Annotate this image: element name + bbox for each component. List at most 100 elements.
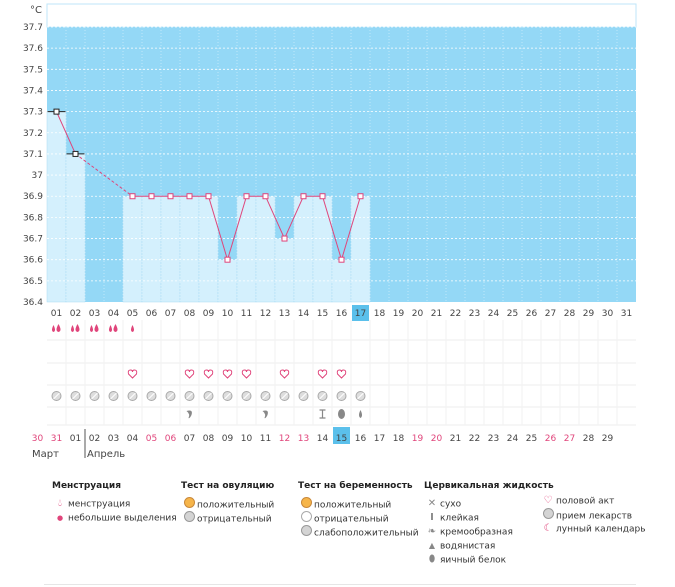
cycle-day-label: 03 xyxy=(89,309,100,319)
pill-icon xyxy=(542,508,554,519)
date-label: 08 xyxy=(203,434,215,444)
temperature-line-segment xyxy=(341,196,361,260)
y-tick-label: 36.5 xyxy=(23,277,43,287)
cycle-day-label: 19 xyxy=(393,309,405,319)
date-label: 16 xyxy=(355,434,367,444)
drop-icon xyxy=(71,325,74,332)
legend-pregnancy: Тест на беременность положительный отриц… xyxy=(298,481,419,539)
cycle-day-label: 17 xyxy=(355,309,366,319)
heart-icon xyxy=(317,369,328,379)
date-label: 10 xyxy=(241,434,253,444)
temperature-point xyxy=(129,193,136,200)
legend-menstruation: Менструация 💧︎ менструация ● небольшие выд… xyxy=(52,481,177,525)
legend-item: клейкая xyxy=(440,513,479,524)
drop-icon xyxy=(75,324,80,332)
cycle-day-label: 22 xyxy=(450,309,461,319)
y-tick-label: 37.3 xyxy=(23,108,43,118)
drop-icon: 💧︎ xyxy=(58,498,62,509)
legend-item: положительный xyxy=(314,500,392,511)
heart-icon xyxy=(279,369,290,379)
y-tick-label: 37.7 xyxy=(23,23,43,33)
temperature-line-segment xyxy=(75,153,133,197)
temperature-bar xyxy=(274,238,295,303)
cycle-day-label: 26 xyxy=(526,309,538,319)
cycle-day-label: 12 xyxy=(260,309,271,319)
date-label: 28 xyxy=(583,434,595,444)
cycle-day-label: 04 xyxy=(108,309,120,319)
legend-item: лунный календарь xyxy=(556,524,646,535)
heart-icon xyxy=(184,369,195,379)
cycle-day-label: 25 xyxy=(507,309,518,319)
pill-icon-line xyxy=(281,392,288,400)
temperature-line-segment xyxy=(284,196,304,239)
cycle-day-label: 31 xyxy=(621,309,632,319)
cycle-day-label: 29 xyxy=(583,309,595,319)
y-tick-label: 37.2 xyxy=(23,129,43,139)
current-date-highlight xyxy=(333,427,350,444)
legend-item: водянистая xyxy=(440,541,496,552)
legend-ovulation-title: Тест на овуляцию xyxy=(181,481,275,491)
pill-icon-line xyxy=(186,392,193,400)
temperature-point xyxy=(186,193,193,200)
date-label: 26 xyxy=(545,434,557,444)
watery-icon: ▲ xyxy=(428,541,436,550)
temperature-bar xyxy=(350,195,371,303)
negative-test-icon xyxy=(300,511,312,522)
temperature-point xyxy=(281,235,288,242)
date-label: 22 xyxy=(469,434,480,444)
legend-other: ♡ половой акт прием лекарств ☾ лунный кале… xyxy=(540,494,646,536)
pill-icon-line xyxy=(357,392,364,400)
temperature-point xyxy=(243,193,250,200)
cycle-day-label: 27 xyxy=(545,309,556,319)
date-label: 07 xyxy=(184,434,195,444)
date-label: 31 xyxy=(51,434,62,444)
y-unit-label: °C xyxy=(30,5,42,16)
positive-test-icon xyxy=(300,497,312,508)
drop-icon xyxy=(52,325,55,332)
date-label: 17 xyxy=(374,434,385,444)
y-tick-label: 36.8 xyxy=(23,213,43,223)
temperature-point xyxy=(224,256,231,263)
drop-icon xyxy=(90,325,93,332)
legend-ovulation: Тест на овуляцию положительный отрицател… xyxy=(181,481,274,525)
legend-menstruation-title: Менструация xyxy=(52,481,121,491)
temperature-point xyxy=(205,193,212,200)
cycle-day-label: 28 xyxy=(564,309,576,319)
temperature-bar xyxy=(236,195,257,303)
pill-icon-line xyxy=(72,392,79,400)
heart-icon xyxy=(222,369,233,379)
cycle-day-label: 02 xyxy=(70,309,81,319)
cycle-day-label: 14 xyxy=(298,309,310,319)
cycle-day-label: 08 xyxy=(184,309,196,319)
cycle-day-label: 01 xyxy=(51,309,62,319)
temperature-bar xyxy=(46,111,67,303)
date-label: 03 xyxy=(108,434,119,444)
cycle-day-label: 23 xyxy=(469,309,480,319)
chart-svg: 37.7 37.6 37.5 37.4 37.3 37.2 37.1 37 36.9 36.8 36… xyxy=(23,3,637,460)
date-label: 14 xyxy=(317,434,329,444)
cycle-day-label: 15 xyxy=(317,309,328,319)
legend-item: отрицательный xyxy=(197,514,272,525)
legend-item: небольшие выделения xyxy=(68,513,177,524)
pill-icon-line xyxy=(129,392,136,400)
legend-item: менструация xyxy=(68,499,131,510)
heart-icon: ♡ xyxy=(543,495,553,506)
temperature-bar xyxy=(160,195,181,303)
heart-icon xyxy=(241,369,252,379)
cycle-day-label: 09 xyxy=(203,309,215,319)
cycle-day-label: 07 xyxy=(165,309,176,319)
legend-item: яичный белок xyxy=(440,555,507,566)
month-label: Апрель xyxy=(87,449,125,460)
pill-icon-line xyxy=(53,392,60,400)
negative-test-icon xyxy=(183,511,195,522)
date-label: 02 xyxy=(89,434,100,444)
legend-item: отрицательный xyxy=(314,514,389,525)
cycle-day-label: 13 xyxy=(279,309,290,319)
heart-icon xyxy=(127,369,138,379)
y-tick-label: 37.1 xyxy=(23,150,43,160)
date-label: 24 xyxy=(507,434,519,444)
month-label: Март xyxy=(32,449,59,460)
moon-icon: ☾ xyxy=(543,523,553,534)
